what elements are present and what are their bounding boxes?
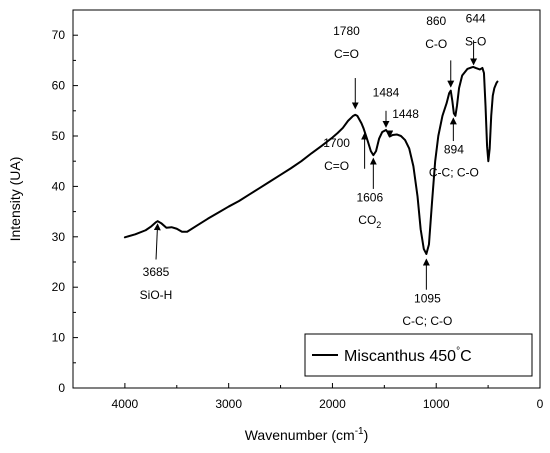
y-tick-label: 0 [58,381,65,395]
axis-ticks: 4000 3000 2000 1000 0 0 10 20 30 40 50 60 70 [52,9,544,411]
x-tick-label: 2000 [319,397,346,411]
y-tick-label: 50 [52,129,66,143]
y-axis-title: Intensity (UA) [7,157,23,242]
peak-annotation: 860 C-O [425,14,455,88]
x-axis-title: Wavenumber (cm-1) [245,426,369,443]
peak-annotation: 1780 C=O [333,24,360,110]
annotation-text: 894 [444,143,464,157]
peak-annotation: 644 S-O [465,12,486,66]
annotation-text: 644 [466,12,486,26]
annotation-text: 1095 [414,291,441,305]
annotation-text: 1606 [356,191,383,205]
legend-label: Miscanthus 450°C [344,346,472,365]
annotation-text: S-O [465,34,486,48]
annotation-subscript: 2 [376,220,381,230]
x-tick-label: 1000 [423,397,450,411]
y-tick-label: 70 [52,28,66,42]
annotation-text: 1700 [323,136,350,150]
x-tick-label: 4000 [112,397,139,411]
series-layer [123,65,499,255]
plot-frame [72,9,541,389]
legend: Miscanthus 450°C [304,333,533,377]
x-tick-label: 3000 [215,397,242,411]
legend-unit: C [460,348,472,365]
peak-annotation: 1448 [386,107,419,138]
peak-annotation: 1095 C-C; C-O [402,258,452,328]
x-axis-title-end: ) [364,427,369,443]
peak-annotations: 3685 SiO-H 1780 C=O 1700 C=O 1606 CO2 1484 1448 10… [140,12,487,328]
annotation-arrow [153,223,161,260]
x-axis-title-superscript: -1 [355,426,364,437]
peak-annotation: 1700 C=O [323,132,369,173]
annotation-text: CO2 [358,213,381,230]
peak-annotation: 3685 SiO-H [140,223,173,302]
annotation-text: 3685 [143,265,170,279]
annotation-text: 1780 [333,24,360,38]
annotation-text: C=O [324,159,349,173]
annotation-text: C-C; C-O [402,314,452,328]
annotation-text: 860 [426,14,446,28]
series-line [123,65,499,255]
peak-annotation: 894 C-C; C-O [429,117,479,179]
annotation-text: C-C; C-O [429,165,479,179]
y-tick-label: 30 [52,230,66,244]
y-tick-label: 20 [52,280,66,294]
annotation-text: C-O [425,37,447,51]
axis-titles: Wavenumber (cm-1) Intensity (UA) [7,157,368,443]
peak-annotation: 1606 CO2 [356,157,383,230]
annotation-text: SiO-H [140,288,173,302]
legend-degree-mark: ° [456,346,460,357]
peak-annotation: 1484 [373,86,400,128]
legend-box [304,333,533,377]
y-tick-label: 40 [52,179,66,193]
x-tick-label: 0 [537,397,544,411]
y-tick-label: 10 [52,331,66,345]
plot-axes [72,9,541,389]
y-tick-label: 60 [52,79,66,93]
annotation-text: 1448 [392,107,419,121]
annotation-text: C=O [334,47,359,61]
annotation-text: 1484 [373,86,400,100]
